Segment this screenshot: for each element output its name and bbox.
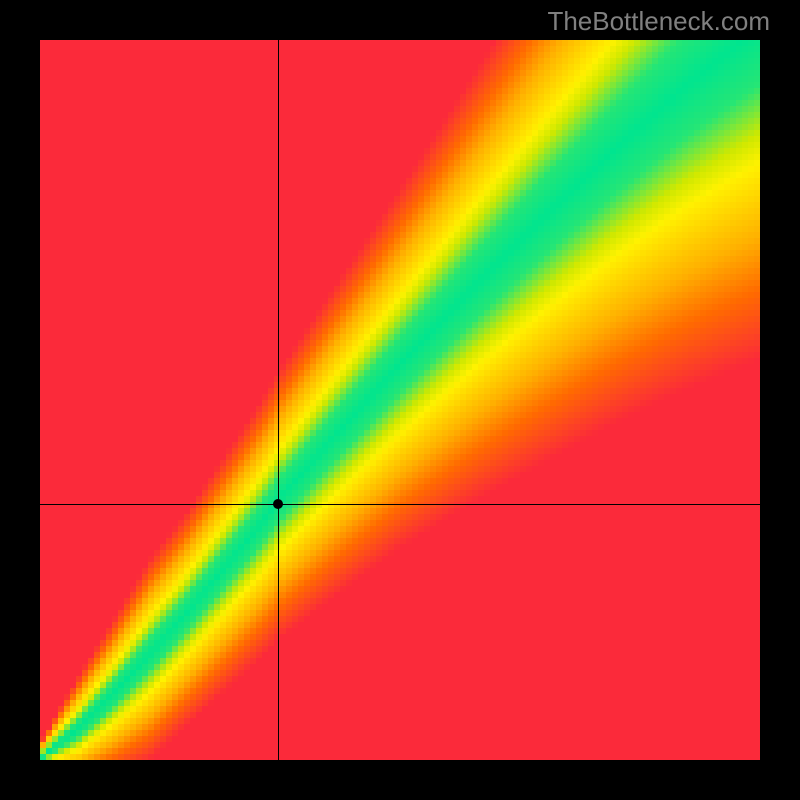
marker-point bbox=[273, 499, 283, 509]
crosshair-horizontal bbox=[40, 504, 760, 505]
heatmap-plot-area bbox=[40, 40, 760, 760]
heatmap-canvas bbox=[40, 40, 760, 760]
crosshair-vertical bbox=[278, 40, 279, 760]
watermark-text: TheBottleneck.com bbox=[547, 6, 770, 37]
